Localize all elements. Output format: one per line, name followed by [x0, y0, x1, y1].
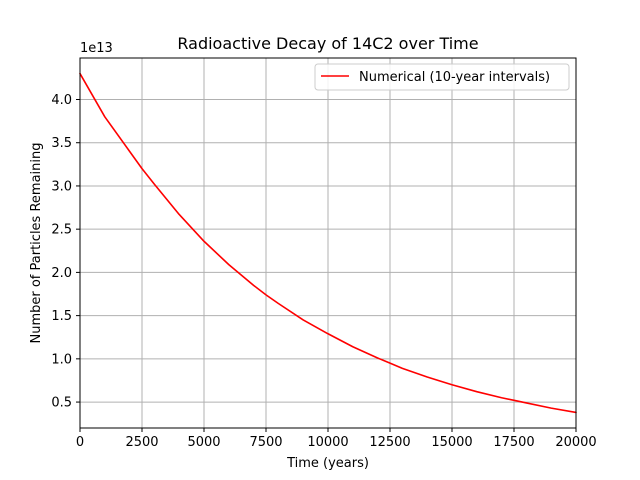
y-tick-label: 3.5: [51, 136, 72, 151]
x-tick-label: 5000: [187, 435, 220, 450]
legend-box: [314, 63, 570, 91]
x-tick-label: 0: [76, 435, 84, 450]
x-axis-label: Time (years): [286, 456, 369, 471]
y-axis-offset-label: 1e13: [80, 41, 113, 56]
x-tick-label: 7500: [249, 435, 282, 450]
y-tick-label: 3.0: [51, 179, 72, 194]
x-tick-label: 15000: [431, 435, 472, 450]
chart-title: Radioactive Decay of 14C2 over Time: [177, 34, 478, 53]
series-line-numerical: [79, 72, 577, 414]
x-tick-label: 20000: [555, 435, 596, 450]
y-tick-label: 0.5: [51, 396, 72, 411]
y-tick-label: 4.0: [51, 93, 72, 108]
y-axis-ticks: 0.5 1.0 1.5 2.0 2.5 3.0 3.5 4.0: [51, 93, 80, 411]
x-tick-label: 12500: [369, 435, 410, 450]
y-tick-label: 2.5: [51, 223, 72, 238]
x-tick-label: 17500: [493, 435, 534, 450]
y-tick-label: 1.0: [51, 352, 72, 367]
y-tick-label: 1.5: [51, 309, 72, 324]
grid: [79, 58, 577, 428]
legend: Numerical (10-year intervals): [314, 63, 570, 91]
x-tick-label: 2500: [125, 435, 158, 450]
series-layer: [79, 72, 577, 414]
x-axis-ticks: 0 2500 5000 7500 10000 12500 15000 17500 20000: [76, 428, 597, 450]
y-tick-label: 2.0: [51, 266, 72, 281]
legend-label-numerical: Numerical (10-year intervals): [359, 70, 550, 85]
y-axis-label: Number of Particles Remaining: [29, 143, 44, 344]
x-tick-label: 10000: [307, 435, 348, 450]
